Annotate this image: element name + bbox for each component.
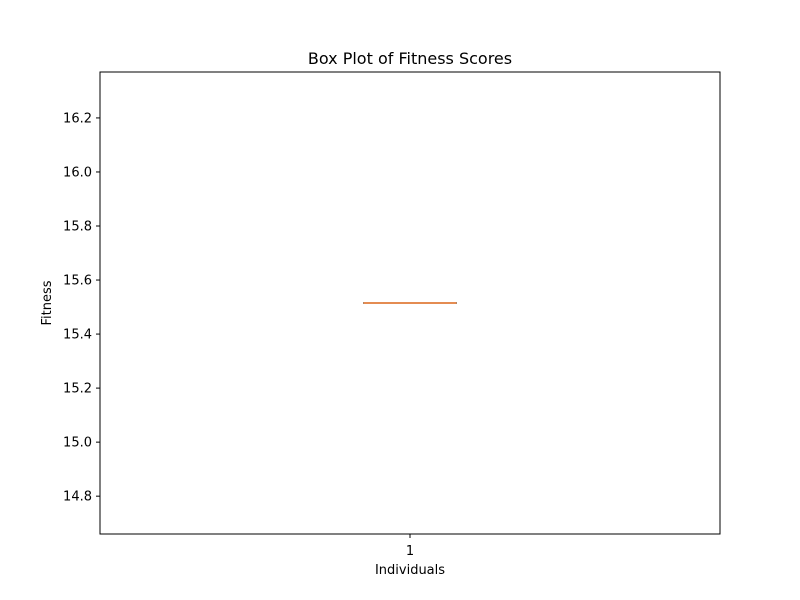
x-tick-label: 1 [406,544,414,559]
chart-title: Box Plot of Fitness Scores [308,49,512,68]
y-tick-label: 15.8 [63,220,92,235]
y-tick-label: 16.2 [63,111,92,126]
y-tick-label: 15.6 [63,274,92,289]
y-axis-ticks: 14.8 15.0 15.2 15.4 15.6 15.8 16.0 16.2 [63,111,100,505]
y-tick-label: 15.0 [63,436,92,451]
y-tick-label: 16.0 [63,165,92,180]
y-tick-label: 15.2 [63,382,92,397]
x-axis-label: Individuals [375,563,445,578]
x-axis-ticks: 1 [406,534,414,559]
y-axis-label: Fitness [40,280,55,325]
y-tick-label: 14.8 [63,490,92,505]
y-tick-label: 15.4 [63,328,92,343]
